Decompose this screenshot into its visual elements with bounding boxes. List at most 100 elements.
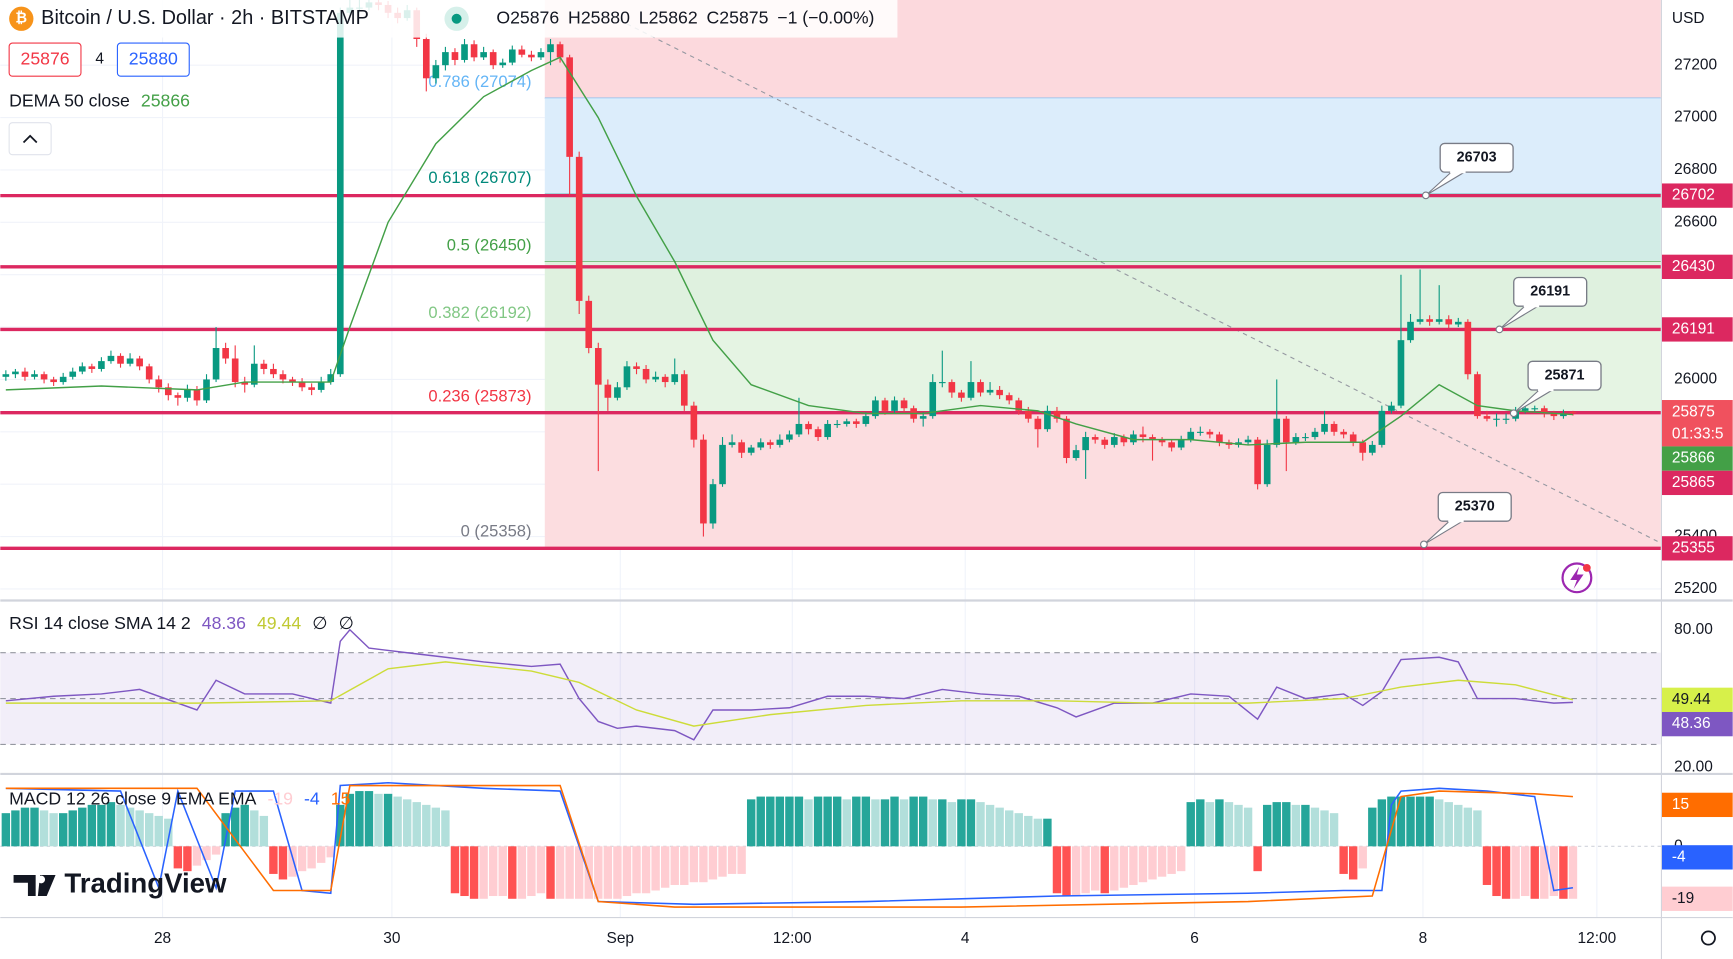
candle-body [241, 382, 249, 385]
macd-histogram-bar [1320, 810, 1329, 847]
macd-legend-value: -4 [304, 789, 320, 809]
price-tag-label: 15 [1672, 796, 1689, 813]
candle-body [88, 366, 96, 369]
candle-body [1321, 423, 1328, 432]
macd-histogram-bar [479, 846, 488, 899]
macd-histogram-bar [861, 796, 871, 847]
ohlc-key: C [707, 7, 720, 27]
macd-histogram-bar [1, 813, 11, 847]
candle-body [1282, 418, 1290, 443]
macd-histogram-bar [297, 846, 307, 872]
macd-histogram-bar [30, 807, 39, 847]
macd-histogram-bar [144, 813, 154, 847]
candle-body [1139, 434, 1147, 438]
alert-icon[interactable] [1561, 562, 1593, 594]
candle-body [260, 363, 268, 369]
price-tag-label: 25355 [1672, 539, 1715, 556]
macd-histogram-bar [1262, 804, 1272, 847]
candle-body [270, 368, 277, 375]
macd-histogram-bar [78, 807, 87, 847]
candle-body [891, 400, 898, 411]
alert-icon-bolt [1570, 566, 1584, 589]
candle-body [700, 439, 707, 524]
spread: 4 [95, 51, 104, 68]
callout-mask [1448, 519, 1464, 523]
candle-body [21, 371, 29, 377]
macd-histogram-bar [259, 815, 269, 847]
macd-histogram-bar [660, 846, 670, 888]
y-tick-label: 25200 [1674, 580, 1717, 597]
collapse-button[interactable] [8, 122, 52, 156]
buy-button[interactable] [116, 42, 190, 77]
candle-body [336, 12, 344, 375]
macd-histogram-bar [555, 846, 565, 899]
candle-body [298, 382, 306, 388]
logo-dot [37, 875, 46, 884]
macd-histogram-bar [938, 799, 947, 847]
callout-mask [1523, 304, 1540, 308]
candle-body [40, 374, 48, 380]
macd-histogram-bar [1071, 846, 1081, 897]
coin-icon [9, 6, 34, 31]
macd-histogram-bar [756, 796, 765, 847]
macd-histogram-bar [125, 807, 135, 847]
macd-histogram-bar [20, 807, 30, 847]
ohlc-value: 25880 [581, 7, 630, 27]
macd-histogram-bar [1272, 802, 1281, 847]
candle-body [575, 156, 583, 301]
macd-histogram-bar [183, 846, 192, 872]
candle-body [528, 54, 535, 58]
settings-icon[interactable] [1700, 930, 1716, 946]
macd-histogram-bar [431, 807, 441, 847]
candle-body [212, 348, 220, 380]
macd-histogram-bar [966, 799, 976, 847]
macd-histogram-bar [1530, 846, 1539, 899]
macd-histogram-bar [39, 810, 49, 847]
macd-histogram-bar [842, 799, 851, 847]
macd-histogram-bar [1358, 846, 1367, 869]
candle-body [98, 361, 105, 369]
fib-level-label: 0.786 (27074) [428, 72, 531, 91]
macd-histogram-bar [106, 802, 116, 847]
candle-body [12, 371, 19, 375]
price-tag-label: -19 [1672, 890, 1694, 907]
candle-body [1302, 437, 1309, 439]
macd-histogram-bar [1559, 846, 1568, 899]
price-tag [1661, 886, 1733, 911]
ohlc-value: 25876 [510, 7, 559, 27]
candle-body [872, 400, 879, 417]
rsi-legend-value: 48.36 [202, 613, 246, 633]
price-tag [1661, 317, 1733, 342]
candle-body [1521, 408, 1529, 411]
macd-histogram-bar [269, 846, 278, 874]
candle-body [136, 358, 143, 367]
macd-histogram-bar [1167, 846, 1176, 874]
sell-price: 25876 [20, 48, 69, 68]
candle-body [1416, 319, 1424, 322]
macd-histogram-bar [918, 796, 928, 847]
macd-histogram-bar [823, 796, 832, 847]
candle-body [690, 405, 698, 440]
candle-body [1388, 405, 1395, 411]
candle-body [1120, 437, 1128, 443]
price-tag-label: 26191 [1672, 321, 1715, 338]
candle-body [1263, 444, 1271, 485]
macd-histogram-bar [689, 846, 699, 883]
macd-histogram-bar [1186, 802, 1195, 847]
candle-body [671, 374, 679, 383]
candle-body [1082, 437, 1089, 451]
candle-body [862, 416, 870, 424]
candle-body [824, 423, 831, 438]
macd-histogram-bar [1473, 810, 1482, 847]
candle-body [795, 423, 803, 435]
macd-histogram-bar [316, 846, 326, 863]
candle-body [833, 423, 841, 426]
price-tag-label: 48.36 [1672, 715, 1711, 732]
candle-body [499, 62, 507, 66]
macd-histogram-bar [173, 846, 183, 869]
price-tag-label: 25865 [1672, 474, 1715, 491]
candle-body [537, 52, 545, 58]
macd-histogram-bar [775, 796, 785, 847]
sell-button[interactable] [8, 42, 82, 77]
macd-histogram-bar [11, 810, 20, 847]
